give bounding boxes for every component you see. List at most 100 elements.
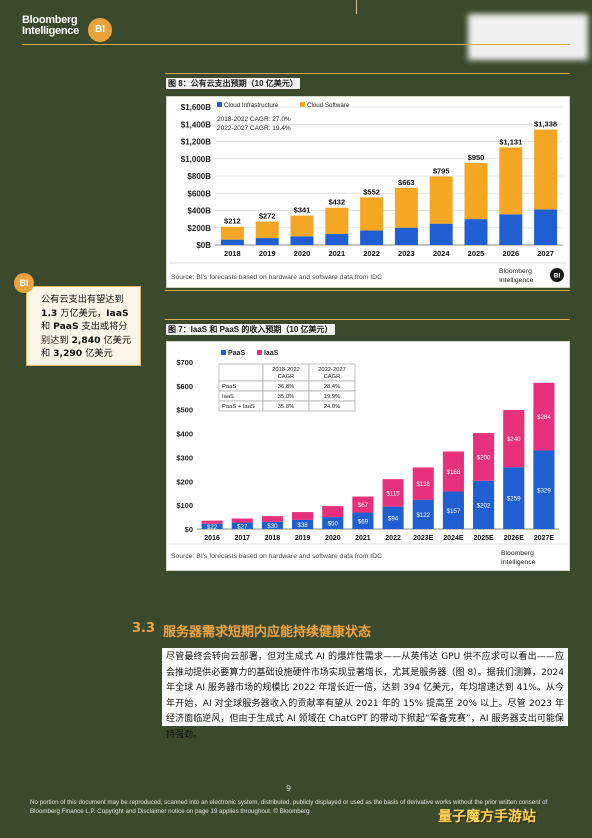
fig8-ytick-label: $1,000B xyxy=(181,155,211,164)
fig7-bar-iaas xyxy=(201,520,223,524)
bi-badge: BI xyxy=(88,18,112,42)
fig7-xtick-label: 2025E xyxy=(473,535,494,542)
fig7-bar-iaas xyxy=(352,496,374,513)
fig8-bar-software xyxy=(429,176,453,224)
section-number: 3.3 xyxy=(132,621,156,636)
fig7-xtick-label: 2026E xyxy=(504,535,525,542)
callout-text-3: 和 xyxy=(41,321,54,332)
fig7-paas-label: $94 xyxy=(388,515,399,522)
watermark: 量子魔方手游站 xyxy=(438,809,536,825)
fig8-bar-software xyxy=(255,221,279,239)
brand-line2: Intelligence xyxy=(22,25,79,37)
section-title: 服务器需求短期内应能持续健康状态 xyxy=(163,625,372,640)
callout-bold-4: 2,840 xyxy=(71,334,101,346)
footer-disclaimer: No portion of this document may be repro… xyxy=(30,799,548,815)
fig7-legend-iaas: IaaS xyxy=(264,350,279,357)
fig7-bar-paas xyxy=(473,480,495,529)
fig7-bar-paas xyxy=(201,523,223,529)
fig8-xtick-label: 2027 xyxy=(537,249,554,258)
fig8-source: Source: BI's forecasts based on hardware… xyxy=(171,274,382,281)
fig8-bar-infrastructure xyxy=(325,234,349,245)
fig7-xtick-label: 2016 xyxy=(204,535,220,542)
page-number: 9 xyxy=(286,784,292,793)
fig8-xtick-label: 2021 xyxy=(328,249,345,258)
fig8-xtick-label: 2019 xyxy=(259,249,276,258)
fig7-table-row-label: PaaS xyxy=(222,384,236,390)
callout-text-4: 支出或将分别达到 xyxy=(41,321,128,346)
fig7-ytick-label: $100 xyxy=(176,501,193,510)
fig7-paas-label: $69 xyxy=(358,518,369,525)
fig7-ytick-label: $700 xyxy=(176,358,193,367)
fig7-xtick-label: 2024E xyxy=(443,535,464,542)
fig7-table-row-label: IaaS xyxy=(222,394,234,400)
fig7-xtick-label: 2019 xyxy=(295,535,311,542)
fig7-top-rule xyxy=(165,319,570,320)
fig7-iaas-label: $115 xyxy=(386,490,400,497)
fig7-paas-label: $157 xyxy=(447,508,461,515)
fig8-chart-panel: $0B $200B $400B $600B $800B $1,000B $1,200B $1,… xyxy=(166,96,570,288)
fig7-table-value: 28.4% xyxy=(324,384,340,390)
fig7-bar-paas xyxy=(261,521,283,529)
callout-bi-badge: BI xyxy=(14,273,34,293)
fig7-iaas-label: $136 xyxy=(416,481,430,488)
callout-text-2: 万亿美元， xyxy=(57,307,107,319)
fig7-paas-label: $122 xyxy=(416,512,430,519)
fig7-paas-label: $329 xyxy=(537,487,551,494)
fig7-bar-paas xyxy=(533,450,555,529)
fig8-xtick-label: 2018 xyxy=(224,249,241,258)
fig8-bottom-rule xyxy=(165,290,570,291)
fig7-logo-line2: Intelligence xyxy=(501,559,536,566)
callout-bold-5: 3,290 xyxy=(53,348,83,359)
fig7-bar-iaas xyxy=(473,433,495,481)
fig8-bar-infrastructure xyxy=(499,214,523,245)
fig7-legend-paas: PaaS xyxy=(228,350,245,357)
fig8-xtick-label: 2026 xyxy=(502,249,519,258)
fig7-table-header-line2: CAGR xyxy=(278,374,295,380)
fig8-total-label: $795 xyxy=(433,166,450,175)
fig7-ytick-label: $500 xyxy=(176,406,193,415)
fig7-legend-swatch-iaas xyxy=(257,350,262,355)
fig7-table-value: 24.0% xyxy=(324,404,340,410)
fig8-bar-infrastructure xyxy=(255,238,279,245)
fig7-xtick-label: 2023E xyxy=(413,535,434,542)
fig7-bar-paas xyxy=(442,491,464,529)
fig8-xtick-label: 2020 xyxy=(294,249,311,258)
fig7-table-header-line2: CAGR xyxy=(324,374,341,380)
fig8-bar-infrastructure xyxy=(429,223,453,245)
fig7-xtick-label: 2022 xyxy=(385,535,401,542)
fig7-bar-iaas xyxy=(533,382,555,451)
callout-box: 公有云支出有望达到 1.3 万亿美元，IaaS 和 PaaS 支出或将分别达到 2,… xyxy=(26,286,141,366)
fig7-bar-iaas xyxy=(382,479,404,507)
fig7-bar-iaas xyxy=(442,451,464,492)
fig7-paas-label: $202 xyxy=(477,502,491,509)
fig7-xtick-label: 2017 xyxy=(234,535,250,542)
fig8-cagr-note: 2018-2022 CAGR: 27.0% xyxy=(217,116,291,123)
fig7-bar-iaas xyxy=(503,409,525,468)
fig7-table-value: 19.9% xyxy=(324,394,340,400)
fig8-xtick-label: 2024 xyxy=(433,249,451,258)
fig7-paas-label: $259 xyxy=(507,496,521,503)
fig7-ytick-label: $300 xyxy=(176,453,193,462)
fig7-table-value: 35.0% xyxy=(278,394,294,400)
fig8-bar-software xyxy=(534,129,558,210)
fig7-bar-paas xyxy=(322,517,344,529)
fig7-bar-paas xyxy=(352,512,374,529)
fig7-table-value: 35.8% xyxy=(278,404,294,410)
fig8-bar-infrastructure xyxy=(394,227,418,245)
fig7-table-cell xyxy=(308,400,356,412)
fig8-bar-software xyxy=(360,197,384,231)
callout-text-1: 公有云支出有望达到 xyxy=(41,294,124,305)
fig7-bar-iaas xyxy=(231,518,253,523)
header-rule xyxy=(22,44,570,45)
fig8-caption: 图 8：公有云支出预期（10 亿美元） xyxy=(166,78,300,89)
fig8-legend-swatch-infrastructure xyxy=(217,102,222,107)
fig7-bar-iaas xyxy=(322,506,344,518)
fig7-legend-swatch-paas xyxy=(221,350,226,355)
fig7-ytick-label: $0 xyxy=(185,525,193,534)
fig7-paas-label: $22 xyxy=(207,524,218,531)
fig8-bar-infrastructure xyxy=(534,209,558,245)
fig8-bar-infrastructure xyxy=(220,239,244,245)
fig8-legend-swatch-software xyxy=(300,102,305,107)
fig8-total-label: $950 xyxy=(468,153,485,162)
fig7-paas-label: $30 xyxy=(267,523,278,530)
